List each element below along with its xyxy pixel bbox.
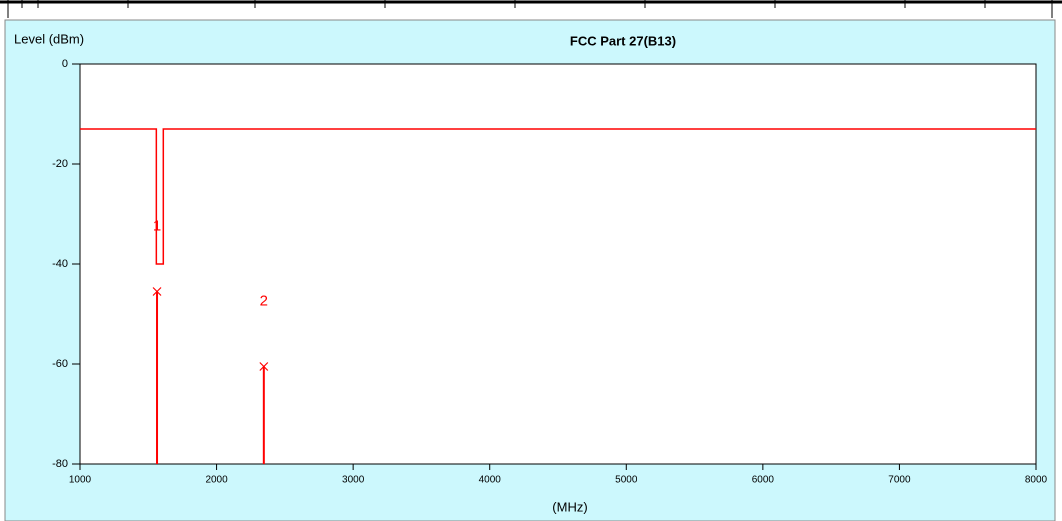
x-tick-label: 4000 bbox=[479, 475, 502, 486]
x-tick-label: 2000 bbox=[205, 475, 228, 486]
x-tick-label: 6000 bbox=[752, 475, 775, 486]
x-tick-label: 7000 bbox=[888, 475, 911, 486]
marker-label: 1 bbox=[153, 217, 161, 234]
x-tick-label: 8000 bbox=[1025, 475, 1048, 486]
marker-x bbox=[152, 287, 162, 296]
x-tick-label: 5000 bbox=[615, 475, 638, 486]
chart-title: FCC Part 27(B13) bbox=[570, 33, 676, 48]
y-tick-label: -60 bbox=[52, 358, 68, 370]
limit-line bbox=[80, 128, 1036, 265]
y-axis-label: Level (dBm) bbox=[14, 31, 84, 46]
plot-area bbox=[79, 63, 1037, 465]
y-tick-label: -40 bbox=[52, 258, 68, 270]
top-strip bbox=[0, 0, 1062, 18]
marker-label: 2 bbox=[260, 292, 268, 309]
x-tick-label: 3000 bbox=[342, 475, 365, 486]
y-tick-label: -20 bbox=[52, 158, 68, 170]
x-axis-label: (MHz) bbox=[552, 499, 587, 514]
y-tick-label: -80 bbox=[52, 458, 68, 470]
marker-x bbox=[259, 362, 269, 371]
x-tick-label: 1000 bbox=[69, 475, 92, 486]
y-tick-label: 0 bbox=[62, 58, 68, 70]
